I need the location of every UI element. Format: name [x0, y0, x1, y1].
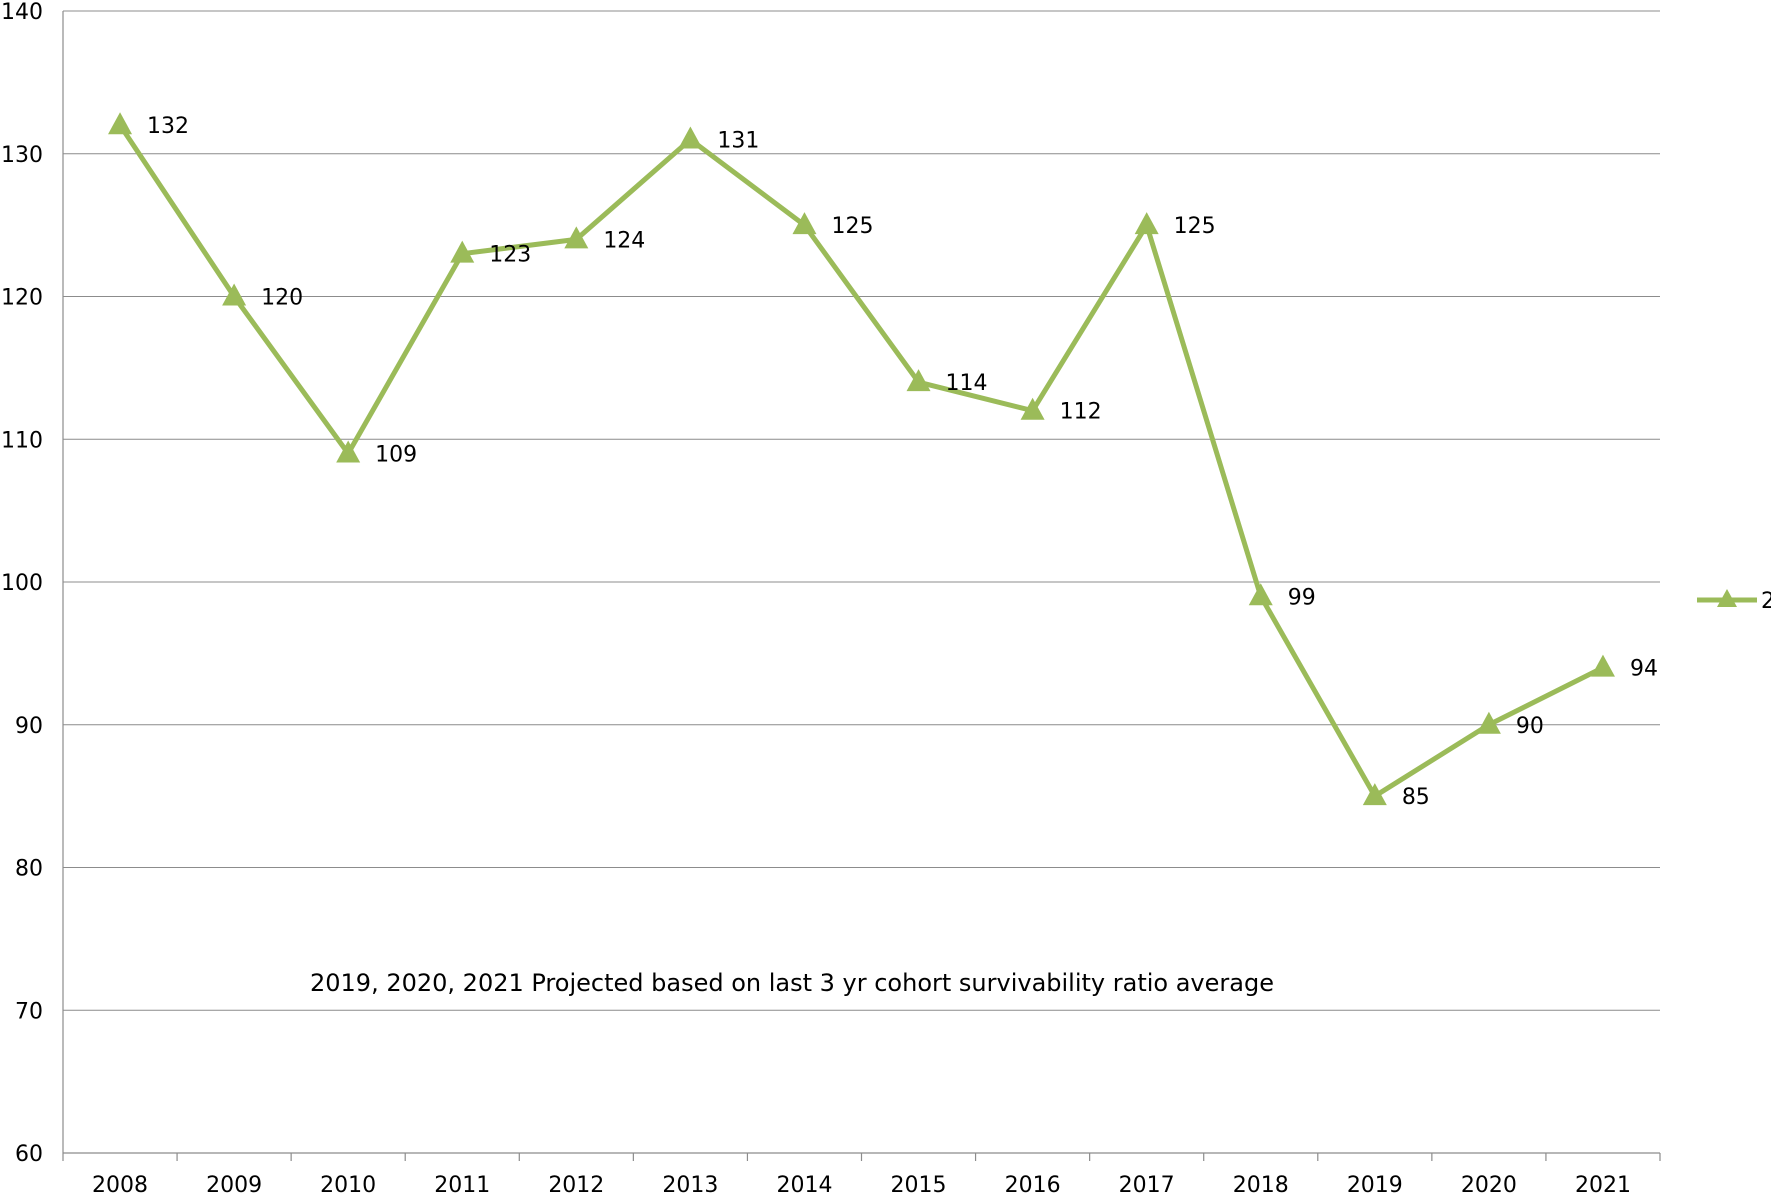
- y-tick-label: 70: [15, 999, 43, 1024]
- x-axis-ticks: 2008 2009 2010 2011 2012 2013 2014 2015 2016 2017…: [92, 1173, 1631, 1198]
- data-label: 94: [1630, 657, 1658, 682]
- x-tick-label: 2015: [891, 1173, 947, 1198]
- x-tick-label: 2021: [1575, 1173, 1631, 1198]
- x-tick-label: 2008: [92, 1173, 148, 1198]
- x-tick-label: 2013: [662, 1173, 718, 1198]
- data-point-marker: [450, 240, 475, 263]
- y-tick-label: 130: [1, 143, 43, 168]
- data-point-marker: [678, 126, 703, 149]
- data-label: 99: [1288, 585, 1316, 610]
- data-point-marker: [1362, 783, 1387, 806]
- y-axis-ticks: 60 70 80 90 100 110 120 130 140: [1, 0, 43, 1167]
- data-point-marker: [336, 440, 361, 463]
- data-label: 112: [1060, 400, 1102, 425]
- data-label: 124: [603, 228, 645, 253]
- data-label: 123: [489, 243, 531, 268]
- x-tick-label: 2019: [1347, 1173, 1403, 1198]
- x-tick-label: 2016: [1005, 1173, 1061, 1198]
- x-tick-label: 2017: [1119, 1173, 1175, 1198]
- data-labels: 132 120 109 123 124 131 125 114 112 125 99 85 90 94: [147, 114, 1658, 810]
- y-tick-label: 90: [15, 714, 43, 739]
- x-tick-label: 2018: [1233, 1173, 1289, 1198]
- data-point-marker: [108, 112, 133, 135]
- data-point-marker: [222, 283, 247, 306]
- legend-triangle-icon: [1717, 589, 1737, 607]
- data-point-marker: [1476, 711, 1501, 734]
- legend: 2: [1697, 589, 1771, 614]
- data-point-marker: [906, 369, 931, 392]
- data-label: 120: [261, 286, 303, 311]
- series-line: [108, 112, 1615, 806]
- x-tick-label: 2010: [320, 1173, 376, 1198]
- series-line: [117, 123, 1605, 799]
- data-label: 90: [1516, 714, 1544, 739]
- legend-label: 2: [1761, 589, 1771, 614]
- y-tick-label: 60: [15, 1142, 43, 1167]
- y-tick-label: 110: [1, 428, 43, 453]
- gridlines: [63, 10, 1660, 1011]
- data-point-marker: [792, 212, 817, 235]
- y-tick-label: 80: [15, 857, 43, 882]
- data-point-marker: [1248, 583, 1273, 606]
- x-tick-label: 2009: [206, 1173, 262, 1198]
- data-label: 131: [717, 128, 759, 153]
- data-label: 125: [831, 214, 873, 239]
- y-tick-label: 100: [1, 571, 43, 596]
- x-tick-label: 2011: [434, 1173, 490, 1198]
- data-point-marker: [564, 226, 589, 249]
- axes: [62, 11, 1661, 1161]
- data-label: 85: [1402, 785, 1430, 810]
- data-label: 114: [946, 371, 988, 396]
- data-point-marker: [1134, 212, 1159, 235]
- x-tick-label: 2020: [1461, 1173, 1517, 1198]
- data-point-marker: [1020, 397, 1045, 420]
- x-tick-label: 2014: [776, 1173, 832, 1198]
- projection-note: 2019, 2020, 2021 Projected based on last…: [310, 969, 1274, 997]
- y-tick-label: 120: [1, 286, 43, 311]
- x-tick-label: 2012: [548, 1173, 604, 1198]
- y-tick-label: 140: [1, 0, 43, 25]
- data-label: 132: [147, 114, 189, 139]
- data-label: 125: [1174, 214, 1216, 239]
- data-label: 109: [375, 443, 417, 468]
- data-point-marker: [1590, 654, 1615, 677]
